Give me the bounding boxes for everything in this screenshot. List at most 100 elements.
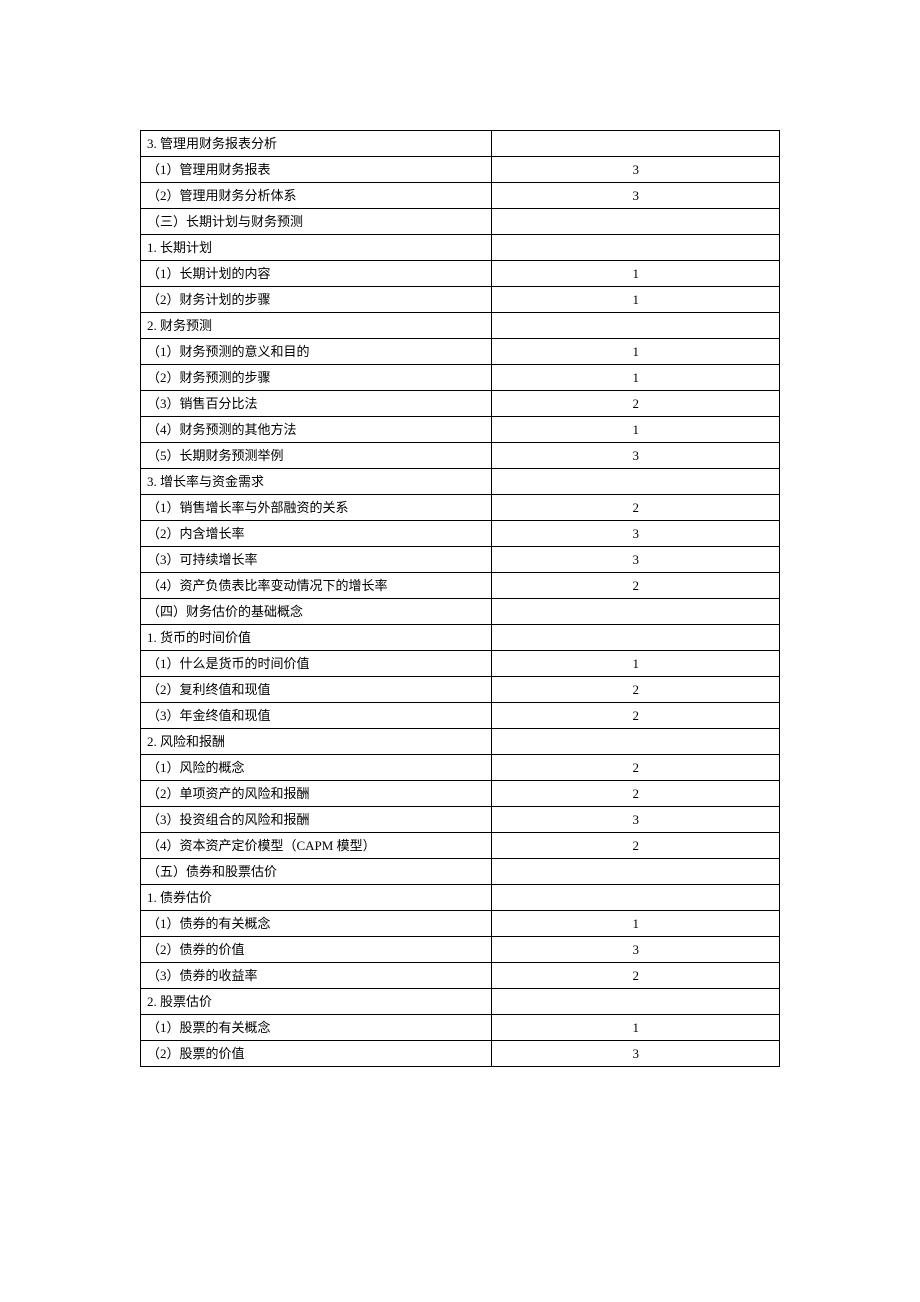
value-cell: 1 (492, 1015, 780, 1041)
value-cell: 2 (492, 833, 780, 859)
value-cell: 2 (492, 573, 780, 599)
page-container: 3. 管理用财务报表分析（1）管理用财务报表3（2）管理用财务分析体系3（三）长… (140, 130, 780, 1067)
topic-cell: （2）股票的价值 (141, 1041, 492, 1067)
table-row: （2）股票的价值3 (141, 1041, 780, 1067)
value-cell: 3 (492, 807, 780, 833)
topic-cell: 3. 增长率与资金需求 (141, 469, 492, 495)
table-row: 3. 管理用财务报表分析 (141, 131, 780, 157)
table-row: （2）财务预测的步骤1 (141, 365, 780, 391)
value-cell: 2 (492, 781, 780, 807)
value-cell: 1 (492, 365, 780, 391)
value-cell: 3 (492, 521, 780, 547)
topic-cell: （1）管理用财务报表 (141, 157, 492, 183)
table-row: （3）可持续增长率3 (141, 547, 780, 573)
value-cell: 2 (492, 963, 780, 989)
value-cell: 2 (492, 391, 780, 417)
table-row: （2）内含增长率3 (141, 521, 780, 547)
table-row: （1）管理用财务报表3 (141, 157, 780, 183)
value-cell (492, 313, 780, 339)
value-cell: 1 (492, 339, 780, 365)
topic-cell: 2. 财务预测 (141, 313, 492, 339)
topic-cell: （五）债券和股票估价 (141, 859, 492, 885)
value-cell (492, 989, 780, 1015)
value-cell: 3 (492, 157, 780, 183)
table-row: 2. 风险和报酬 (141, 729, 780, 755)
outline-table-body: 3. 管理用财务报表分析（1）管理用财务报表3（2）管理用财务分析体系3（三）长… (141, 131, 780, 1067)
topic-cell: （1）什么是货币的时间价值 (141, 651, 492, 677)
topic-cell: （3）年金终值和现值 (141, 703, 492, 729)
topic-cell: （3）债券的收益率 (141, 963, 492, 989)
table-row: （3）债券的收益率2 (141, 963, 780, 989)
topic-cell: 2. 风险和报酬 (141, 729, 492, 755)
topic-cell: （1）股票的有关概念 (141, 1015, 492, 1041)
table-row: （四）财务估价的基础概念 (141, 599, 780, 625)
table-row: （2）财务计划的步骤1 (141, 287, 780, 313)
topic-cell: （1）财务预测的意义和目的 (141, 339, 492, 365)
value-cell: 1 (492, 911, 780, 937)
table-row: 1. 债券估价 (141, 885, 780, 911)
value-cell (492, 729, 780, 755)
value-cell: 1 (492, 417, 780, 443)
table-row: 2. 财务预测 (141, 313, 780, 339)
table-row: （五）债券和股票估价 (141, 859, 780, 885)
outline-table: 3. 管理用财务报表分析（1）管理用财务报表3（2）管理用财务分析体系3（三）长… (140, 130, 780, 1067)
topic-cell: （3）投资组合的风险和报酬 (141, 807, 492, 833)
topic-cell: （3）可持续增长率 (141, 547, 492, 573)
value-cell: 3 (492, 937, 780, 963)
topic-cell: （1）债券的有关概念 (141, 911, 492, 937)
table-row: （1）股票的有关概念1 (141, 1015, 780, 1041)
topic-cell: （1）长期计划的内容 (141, 261, 492, 287)
topic-cell: （2）财务计划的步骤 (141, 287, 492, 313)
value-cell: 2 (492, 677, 780, 703)
topic-cell: （四）财务估价的基础概念 (141, 599, 492, 625)
topic-cell: 1. 货币的时间价值 (141, 625, 492, 651)
table-row: （4）资本资产定价模型（CAPM 模型）2 (141, 833, 780, 859)
value-cell: 2 (492, 755, 780, 781)
table-row: （1）风险的概念2 (141, 755, 780, 781)
value-cell: 2 (492, 703, 780, 729)
value-cell (492, 235, 780, 261)
topic-cell: （1）销售增长率与外部融资的关系 (141, 495, 492, 521)
table-row: （1）什么是货币的时间价值1 (141, 651, 780, 677)
value-cell (492, 859, 780, 885)
table-row: （1）销售增长率与外部融资的关系2 (141, 495, 780, 521)
table-row: 1. 长期计划 (141, 235, 780, 261)
topic-cell: 1. 债券估价 (141, 885, 492, 911)
value-cell (492, 131, 780, 157)
value-cell: 3 (492, 547, 780, 573)
value-cell: 1 (492, 287, 780, 313)
topic-cell: （3）销售百分比法 (141, 391, 492, 417)
topic-cell: （4）财务预测的其他方法 (141, 417, 492, 443)
table-row: 3. 增长率与资金需求 (141, 469, 780, 495)
value-cell (492, 599, 780, 625)
topic-cell: （2）管理用财务分析体系 (141, 183, 492, 209)
table-row: （2）债券的价值3 (141, 937, 780, 963)
topic-cell: （2）单项资产的风险和报酬 (141, 781, 492, 807)
topic-cell: （4）资产负债表比率变动情况下的增长率 (141, 573, 492, 599)
topic-cell: （2）复利终值和现值 (141, 677, 492, 703)
topic-cell: （2）财务预测的步骤 (141, 365, 492, 391)
table-row: 1. 货币的时间价值 (141, 625, 780, 651)
topic-cell: （2）债券的价值 (141, 937, 492, 963)
topic-cell: （2）内含增长率 (141, 521, 492, 547)
value-cell (492, 625, 780, 651)
table-row: （1）长期计划的内容1 (141, 261, 780, 287)
table-row: （1）财务预测的意义和目的1 (141, 339, 780, 365)
table-row: （3）投资组合的风险和报酬3 (141, 807, 780, 833)
topic-cell: （三）长期计划与财务预测 (141, 209, 492, 235)
value-cell (492, 885, 780, 911)
value-cell: 3 (492, 443, 780, 469)
topic-cell: 1. 长期计划 (141, 235, 492, 261)
value-cell: 1 (492, 261, 780, 287)
value-cell (492, 209, 780, 235)
table-row: （4）财务预测的其他方法1 (141, 417, 780, 443)
table-row: （2）单项资产的风险和报酬2 (141, 781, 780, 807)
table-row: （5）长期财务预测举例3 (141, 443, 780, 469)
table-row: （1）债券的有关概念1 (141, 911, 780, 937)
topic-cell: 3. 管理用财务报表分析 (141, 131, 492, 157)
table-row: （2）管理用财务分析体系3 (141, 183, 780, 209)
table-row: 2. 股票估价 (141, 989, 780, 1015)
table-row: （2）复利终值和现值2 (141, 677, 780, 703)
table-row: （3）年金终值和现值2 (141, 703, 780, 729)
topic-cell: （4）资本资产定价模型（CAPM 模型） (141, 833, 492, 859)
